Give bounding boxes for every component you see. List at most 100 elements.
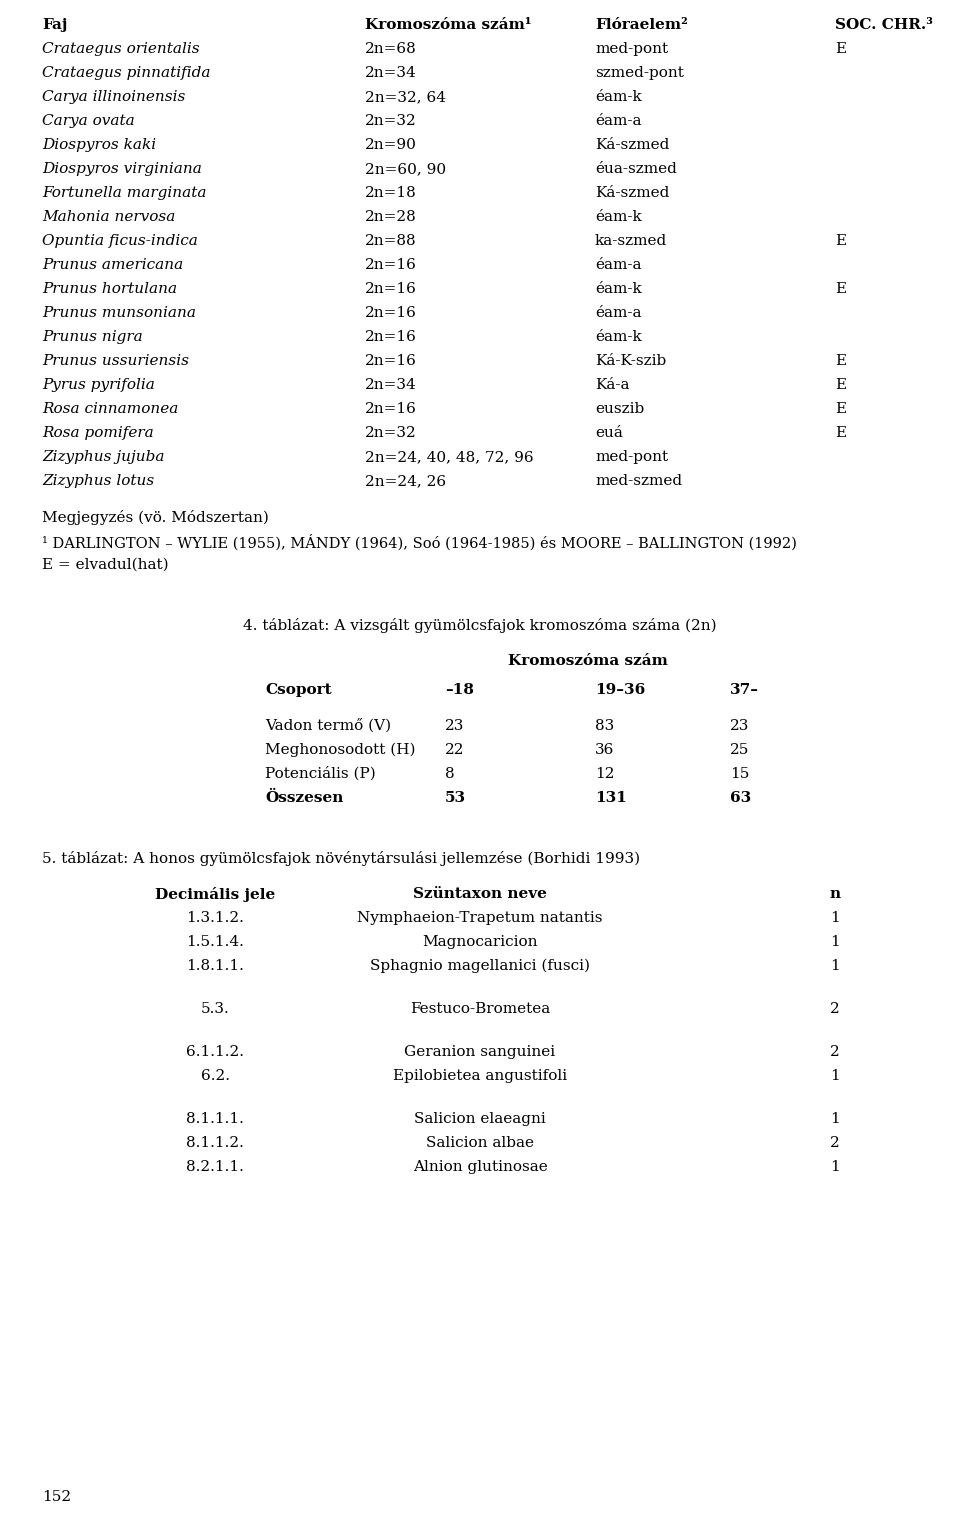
Text: éam-k: éam-k bbox=[595, 90, 641, 104]
Text: 2n=32, 64: 2n=32, 64 bbox=[365, 90, 446, 104]
Text: E = elvadul(hat): E = elvadul(hat) bbox=[42, 557, 169, 573]
Text: 2n=16: 2n=16 bbox=[365, 282, 417, 295]
Text: E: E bbox=[835, 43, 846, 56]
Text: Festuco-Brometea: Festuco-Brometea bbox=[410, 1002, 550, 1016]
Text: Ká-szmed: Ká-szmed bbox=[595, 139, 669, 152]
Text: szmed-pont: szmed-pont bbox=[595, 65, 684, 81]
Text: Ká-szmed: Ká-szmed bbox=[595, 186, 669, 200]
Text: Szüntaxon neve: Szüntaxon neve bbox=[413, 886, 547, 900]
Text: Salicion elaeagni: Salicion elaeagni bbox=[414, 1112, 546, 1127]
Text: éam-a: éam-a bbox=[595, 114, 641, 128]
Text: éam-k: éam-k bbox=[595, 330, 641, 344]
Text: Diospyros virginiana: Diospyros virginiana bbox=[42, 161, 202, 177]
Text: E: E bbox=[835, 235, 846, 248]
Text: éam-a: éam-a bbox=[595, 257, 641, 273]
Text: 2n=16: 2n=16 bbox=[365, 353, 417, 369]
Text: 2n=24, 40, 48, 72, 96: 2n=24, 40, 48, 72, 96 bbox=[365, 449, 534, 465]
Text: Kromoszóma szám¹: Kromoszóma szám¹ bbox=[365, 18, 532, 32]
Text: éam-k: éam-k bbox=[595, 282, 641, 295]
Text: Rosa pomifera: Rosa pomifera bbox=[42, 426, 154, 440]
Text: Prunus munsoniana: Prunus munsoniana bbox=[42, 306, 196, 320]
Text: Salicion albae: Salicion albae bbox=[426, 1136, 534, 1150]
Text: 83: 83 bbox=[595, 719, 614, 733]
Text: 1: 1 bbox=[830, 1112, 840, 1127]
Text: E: E bbox=[835, 282, 846, 295]
Text: Összesen: Összesen bbox=[265, 790, 344, 806]
Text: 8: 8 bbox=[445, 766, 455, 781]
Text: euszib: euszib bbox=[595, 402, 644, 416]
Text: 2n=32: 2n=32 bbox=[365, 114, 417, 128]
Text: éam-a: éam-a bbox=[595, 306, 641, 320]
Text: 6.2.: 6.2. bbox=[201, 1069, 229, 1083]
Text: 8.2.1.1.: 8.2.1.1. bbox=[186, 1161, 244, 1174]
Text: 12: 12 bbox=[595, 766, 614, 781]
Text: Ká-a: Ká-a bbox=[595, 378, 630, 391]
Text: 15: 15 bbox=[730, 766, 750, 781]
Text: 2n=88: 2n=88 bbox=[365, 235, 417, 248]
Text: 1.8.1.1.: 1.8.1.1. bbox=[186, 959, 244, 973]
Text: 131: 131 bbox=[595, 790, 627, 804]
Text: Nymphaeion-Trapetum natantis: Nymphaeion-Trapetum natantis bbox=[357, 911, 603, 924]
Text: Rosa cinnamonea: Rosa cinnamonea bbox=[42, 402, 179, 416]
Text: Csoport: Csoport bbox=[265, 682, 331, 698]
Text: 2: 2 bbox=[830, 1002, 840, 1016]
Text: 2: 2 bbox=[830, 1136, 840, 1150]
Text: 1: 1 bbox=[830, 911, 840, 924]
Text: 2n=24, 26: 2n=24, 26 bbox=[365, 474, 446, 487]
Text: 2n=34: 2n=34 bbox=[365, 65, 417, 81]
Text: euá: euá bbox=[595, 426, 623, 440]
Text: Prunus ussuriensis: Prunus ussuriensis bbox=[42, 353, 189, 369]
Text: 152: 152 bbox=[42, 1489, 71, 1505]
Text: 2n=16: 2n=16 bbox=[365, 257, 417, 273]
Text: 22: 22 bbox=[445, 743, 465, 757]
Text: 1: 1 bbox=[830, 1069, 840, 1083]
Text: 63: 63 bbox=[730, 790, 752, 804]
Text: 2: 2 bbox=[830, 1045, 840, 1058]
Text: 23: 23 bbox=[445, 719, 465, 733]
Text: 19–36: 19–36 bbox=[595, 682, 645, 698]
Text: Epilobietea angustifoli: Epilobietea angustifoli bbox=[393, 1069, 567, 1083]
Text: Geranion sanguinei: Geranion sanguinei bbox=[404, 1045, 556, 1058]
Text: Flóraelem²: Flóraelem² bbox=[595, 18, 687, 32]
Text: Megjegyzés (vö. Módszertan): Megjegyzés (vö. Módszertan) bbox=[42, 510, 269, 525]
Text: E: E bbox=[835, 378, 846, 391]
Text: 8.1.1.1.: 8.1.1.1. bbox=[186, 1112, 244, 1127]
Text: Fortunella marginata: Fortunella marginata bbox=[42, 186, 206, 200]
Text: Magnocaricion: Magnocaricion bbox=[422, 935, 538, 949]
Text: 1: 1 bbox=[830, 959, 840, 973]
Text: Meghonosodott (H): Meghonosodott (H) bbox=[265, 743, 416, 757]
Text: 2n=90: 2n=90 bbox=[365, 139, 417, 152]
Text: 2n=32: 2n=32 bbox=[365, 426, 417, 440]
Text: Zizyphus jujuba: Zizyphus jujuba bbox=[42, 449, 164, 465]
Text: 5.3.: 5.3. bbox=[201, 1002, 229, 1016]
Text: Crataegus orientalis: Crataegus orientalis bbox=[42, 43, 200, 56]
Text: E: E bbox=[835, 353, 846, 369]
Text: med-pont: med-pont bbox=[595, 43, 668, 56]
Text: Faj: Faj bbox=[42, 18, 67, 32]
Text: 1.3.1.2.: 1.3.1.2. bbox=[186, 911, 244, 924]
Text: Prunus nigra: Prunus nigra bbox=[42, 330, 143, 344]
Text: 36: 36 bbox=[595, 743, 614, 757]
Text: 1: 1 bbox=[830, 1161, 840, 1174]
Text: Mahonia nervosa: Mahonia nervosa bbox=[42, 210, 176, 224]
Text: 25: 25 bbox=[730, 743, 750, 757]
Text: –18: –18 bbox=[445, 682, 474, 698]
Text: ¹ DARLINGTON – WYLIE (1955), MÁNDY (1964), Soó (1964-1985) és MOORE – BALLINGTON: ¹ DARLINGTON – WYLIE (1955), MÁNDY (1964… bbox=[42, 535, 797, 550]
Text: 53: 53 bbox=[445, 790, 467, 804]
Text: 2n=16: 2n=16 bbox=[365, 306, 417, 320]
Text: Sphagnio magellanici (fusci): Sphagnio magellanici (fusci) bbox=[370, 959, 590, 973]
Text: E: E bbox=[835, 402, 846, 416]
Text: med-szmed: med-szmed bbox=[595, 474, 683, 487]
Text: 37–: 37– bbox=[730, 682, 759, 698]
Text: Carya illinoinensis: Carya illinoinensis bbox=[42, 90, 185, 104]
Text: 2n=16: 2n=16 bbox=[365, 402, 417, 416]
Text: Alnion glutinosae: Alnion glutinosae bbox=[413, 1161, 547, 1174]
Text: Carya ovata: Carya ovata bbox=[42, 114, 134, 128]
Text: 2n=28: 2n=28 bbox=[365, 210, 417, 224]
Text: Pyrus pyrifolia: Pyrus pyrifolia bbox=[42, 378, 155, 391]
Text: 2n=18: 2n=18 bbox=[365, 186, 417, 200]
Text: Prunus hortulana: Prunus hortulana bbox=[42, 282, 178, 295]
Text: 2n=16: 2n=16 bbox=[365, 330, 417, 344]
Text: SOC. CHR.³: SOC. CHR.³ bbox=[835, 18, 933, 32]
Text: med-pont: med-pont bbox=[595, 449, 668, 465]
